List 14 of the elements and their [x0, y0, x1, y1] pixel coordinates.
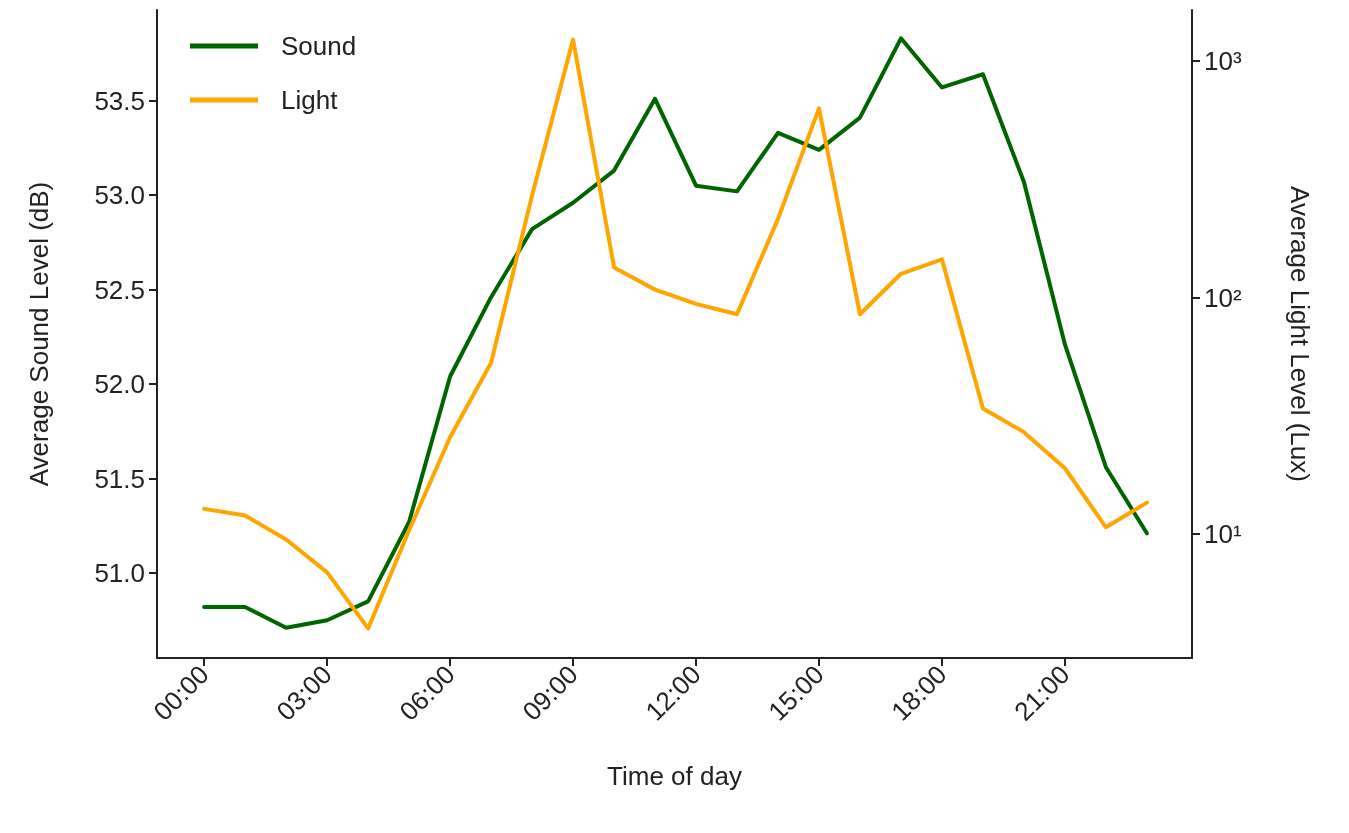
- legend-label: Sound: [281, 31, 357, 61]
- y2-tick-label: 10¹: [1204, 519, 1242, 550]
- x-axis-title: Time of day: [607, 761, 742, 791]
- y2-tick-label: 10²: [1204, 282, 1242, 313]
- y-tick-label: 53.0: [94, 180, 145, 211]
- y-tick-label: 51.0: [94, 557, 145, 588]
- legend-label: Light: [281, 85, 339, 115]
- y2-tick-label: 10³: [1204, 45, 1242, 76]
- y-tick-label: 52.5: [94, 274, 145, 305]
- y2-axis-title: Average Light Level (Lux): [1285, 186, 1315, 482]
- y-tick-label: 51.5: [94, 463, 145, 494]
- y-axis-title: Average Sound Level (dB): [24, 181, 54, 487]
- y-tick-label: 53.5: [94, 85, 145, 116]
- y-tick-label: 52.0: [94, 369, 145, 400]
